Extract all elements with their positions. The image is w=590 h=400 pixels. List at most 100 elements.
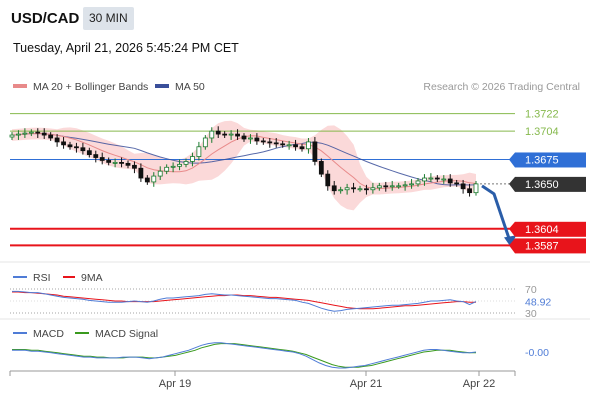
- candle-body: [138, 167, 144, 179]
- forecast-arrow-head: [504, 235, 516, 248]
- candle-body: [86, 150, 92, 155]
- macd-line: [12, 342, 477, 369]
- macd-signal-line: [12, 343, 476, 368]
- level-label-1.3704: 1.3704: [525, 126, 559, 138]
- candle-body: [28, 131, 34, 134]
- candle-body: [196, 146, 202, 157]
- candle-body: [460, 183, 466, 190]
- copyright-label: Research © 2026 Trading Central: [423, 81, 580, 93]
- candle-body: [41, 132, 47, 136]
- candle-body: [106, 160, 112, 163]
- macd-signal-legend-label: MACD Signal: [95, 328, 158, 340]
- ma50-legend-label: MA 50: [175, 81, 205, 93]
- macd-panel: MACD MACD Signal -0.00: [12, 328, 549, 369]
- forecast-arrow-shaft: [481, 184, 512, 242]
- level-label-1.3722: 1.3722: [525, 109, 559, 121]
- time-tick-label: Apr 21: [350, 378, 382, 390]
- candle-body: [370, 187, 376, 191]
- candle-body: [293, 144, 298, 148]
- level-label-1.3587: 1.3587: [525, 240, 559, 252]
- candle-body: [177, 163, 182, 167]
- candles: [9, 126, 479, 197]
- ma20-legend-swatch: [13, 84, 27, 88]
- rsi-legend-label: RSI: [33, 272, 51, 284]
- candle-body: [409, 183, 414, 186]
- candle-body: [422, 177, 427, 182]
- candle-body: [209, 130, 215, 139]
- candle-body: [215, 130, 221, 135]
- rsi-panel: RSI 9MA 70 30 48.92: [10, 272, 551, 320]
- ma50-line: [11, 132, 477, 186]
- candle-body: [473, 183, 479, 194]
- candle-body: [67, 144, 73, 148]
- candle-body: [112, 161, 118, 164]
- candle-body: [434, 177, 440, 180]
- candle-body: [183, 161, 189, 165]
- candle-body: [151, 175, 157, 183]
- candle-body: [248, 137, 253, 140]
- candle-body: [441, 178, 447, 181]
- rsi-ma-legend-label: 9MA: [81, 272, 103, 284]
- candle-body: [235, 133, 240, 137]
- candle-body: [16, 133, 21, 136]
- candle-body: [228, 133, 234, 136]
- level-tag-1.3675: [515, 152, 586, 168]
- candle-body: [325, 173, 331, 187]
- candle-body: [338, 189, 344, 192]
- time-tick-label: Apr 19: [159, 378, 191, 390]
- candle-body: [93, 154, 99, 158]
- candle-body: [254, 137, 260, 142]
- time-tick-label: Apr 22: [463, 378, 495, 390]
- candle-body: [306, 141, 311, 150]
- rsi-tick-30: 30: [525, 308, 537, 320]
- candle-body: [351, 187, 356, 190]
- level-label-1.3604: 1.3604: [525, 224, 559, 236]
- candle-body: [428, 177, 434, 180]
- candle-body: [280, 143, 286, 146]
- price-legend: MA 20 + Bollinger Bands MA 50 Research ©…: [13, 81, 580, 93]
- candle-body: [144, 177, 150, 183]
- candle-body: [396, 185, 402, 188]
- candle-body: [376, 185, 382, 189]
- price-level-tags: 1.3722 1.3704 1.3675 1.3650 1.3604 1.3587: [509, 109, 586, 254]
- candle-body: [132, 164, 137, 169]
- candle-body: [61, 141, 66, 146]
- candle-body: [241, 135, 247, 140]
- candle-body: [273, 142, 279, 145]
- candle-body: [190, 156, 195, 162]
- candle-body: [9, 134, 15, 138]
- candle-body: [267, 141, 273, 144]
- rsi-line: [12, 290, 477, 312]
- candle-body: [35, 131, 41, 134]
- candle-body: [344, 187, 350, 191]
- macd-legend-label: MACD: [33, 328, 64, 340]
- rsi-current-value: 48.92: [525, 297, 551, 309]
- candle-body: [74, 146, 79, 149]
- timeframe-button[interactable]: 30 MIN: [83, 7, 134, 30]
- level-tag-1.3587: [515, 238, 586, 254]
- candle-body: [447, 178, 453, 184]
- symbol-title: USD/CAD: [11, 10, 80, 27]
- candle-body: [467, 188, 472, 194]
- ma50-legend-swatch: [155, 84, 169, 88]
- candle-body: [119, 161, 124, 164]
- candle-body: [312, 141, 318, 162]
- candle-body: [157, 170, 163, 177]
- candle-body: [299, 146, 305, 150]
- candle-body: [415, 180, 421, 185]
- candle-body: [54, 137, 60, 143]
- level-tag-pointer-1.3604: [509, 221, 515, 237]
- rsi-ma-line: [12, 291, 476, 310]
- candle-body: [125, 162, 131, 166]
- macd-current-value: -0.00: [525, 347, 549, 359]
- candle-body: [260, 140, 266, 143]
- candle-body: [48, 134, 54, 139]
- candle-body: [202, 137, 208, 148]
- candle-body: [318, 161, 324, 175]
- candle-body: [164, 166, 170, 172]
- candle-body: [286, 144, 292, 147]
- time-axis: Apr 19 Apr 21 Apr 22: [9, 371, 516, 390]
- level-tag-1.3604: [515, 221, 586, 237]
- level-label-1.3650: 1.3650: [525, 179, 559, 191]
